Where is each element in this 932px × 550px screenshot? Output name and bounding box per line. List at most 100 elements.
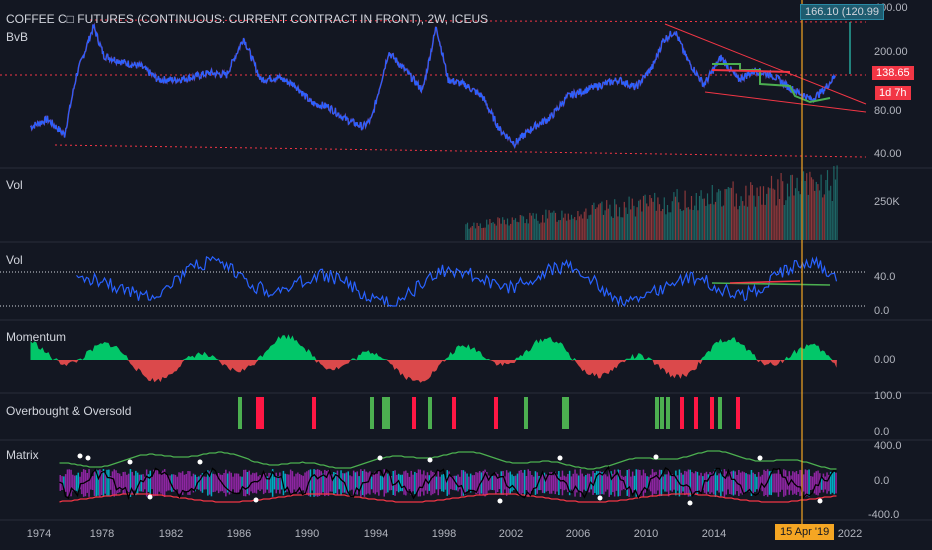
matrix-bar (813, 472, 816, 494)
matrix-bar (226, 473, 229, 493)
matrix-bar (462, 470, 465, 496)
matrix-bar (689, 469, 691, 497)
volume-bar (758, 196, 760, 240)
y-label-ob-100: 100.0 (874, 390, 902, 402)
matrix-bar (325, 471, 328, 496)
matrix-bar (448, 471, 450, 495)
matrix-bar (79, 476, 81, 490)
matrix-bar (246, 472, 249, 494)
volume-bar (708, 204, 710, 240)
volume-bar (738, 205, 741, 240)
matrix-bar (417, 469, 420, 497)
matrix-bar (333, 472, 335, 494)
matrix-bar (570, 476, 573, 490)
matrix-bar (149, 470, 151, 496)
matrix-bar (311, 475, 313, 491)
volume-bar (721, 206, 723, 240)
volume-bar (822, 197, 824, 240)
vol-red-level (729, 280, 801, 284)
price-pane[interactable] (0, 19, 867, 158)
matrix-bar (824, 476, 826, 490)
volume-bar (778, 199, 781, 240)
matrix-bar (273, 476, 276, 490)
matrix-bar (747, 474, 749, 492)
volume-bar (662, 209, 664, 240)
matrix-bar (284, 473, 286, 493)
matrix-bar (255, 472, 258, 494)
y-label-ob-0: 0.0 (874, 426, 890, 438)
matrix-bar (597, 471, 600, 495)
volume-bar (828, 190, 830, 240)
ob-os-bar (710, 397, 714, 429)
matrix-bar (288, 474, 290, 492)
matrix-bar (628, 469, 630, 497)
matrix-bar (100, 471, 103, 495)
green-level-line (712, 63, 831, 104)
volume-bar (649, 195, 651, 240)
matrix-bar (743, 472, 745, 494)
matrix-bar (630, 476, 632, 490)
matrix-bar (162, 470, 164, 496)
matrix-signal-dot (497, 498, 503, 504)
volume-bar (606, 200, 608, 240)
matrix-bar (183, 474, 186, 492)
matrix-bar (649, 474, 652, 492)
matrix-bar (581, 473, 583, 493)
ob-os-bar (718, 397, 722, 429)
last-price-badge: 138.65 (872, 66, 914, 80)
matrix-upper-line (59, 450, 837, 470)
matrix-bar (167, 475, 169, 491)
volume-bar (732, 181, 734, 240)
volume-bar (610, 216, 613, 240)
matrix-bar (244, 469, 247, 497)
matrix-bar (313, 469, 315, 497)
matrix-bar (217, 473, 220, 494)
matrix-bar (210, 469, 213, 497)
volume-bar (769, 188, 771, 240)
matrix-bar (509, 471, 511, 495)
matrix-bar (599, 471, 601, 495)
volume-bar (570, 214, 573, 240)
volume-bar (551, 212, 553, 240)
volume-bar (823, 194, 825, 240)
pane-title-volume: Vol (6, 178, 23, 192)
volume-bar (767, 187, 769, 240)
volume-bar (575, 220, 577, 240)
matrix-bar (667, 469, 670, 497)
volume-bar (500, 223, 502, 240)
matrix-bar (586, 473, 589, 493)
matrix-bar (646, 476, 648, 490)
matrix-bar (802, 474, 805, 492)
matrix-bar (102, 469, 105, 497)
volume-bar (690, 196, 693, 240)
matrix-bar (381, 476, 384, 490)
y-label-mom-0: 0.00 (874, 354, 896, 366)
matrix-bar (471, 475, 474, 491)
matrix-bar (550, 472, 553, 494)
pane-title-matrix: Matrix (6, 448, 39, 462)
matrix-bar (340, 470, 342, 496)
matrix-bar (306, 471, 308, 495)
matrix-bar (601, 472, 603, 495)
volume-bar (700, 190, 702, 240)
matrix-bar (473, 475, 475, 491)
matrix-bar (86, 473, 88, 493)
matrix-bar (234, 473, 236, 493)
matrix-bar (729, 472, 731, 494)
matrix-bar (147, 474, 150, 492)
volume-bar (737, 209, 739, 240)
crosshair-date-badge: 15 Apr '19 (775, 524, 835, 540)
matrix-bar (320, 471, 322, 495)
volume-bar (761, 204, 763, 240)
volume-bar (535, 213, 537, 240)
y-label-250k: 250K (874, 196, 900, 208)
volume-bar (814, 190, 816, 240)
matrix-bar (185, 474, 187, 492)
volume-bar (479, 223, 481, 240)
matrix-bar (487, 475, 490, 491)
matrix-bar (498, 476, 501, 489)
matrix-bar (176, 476, 178, 490)
volume-bar (489, 219, 491, 240)
